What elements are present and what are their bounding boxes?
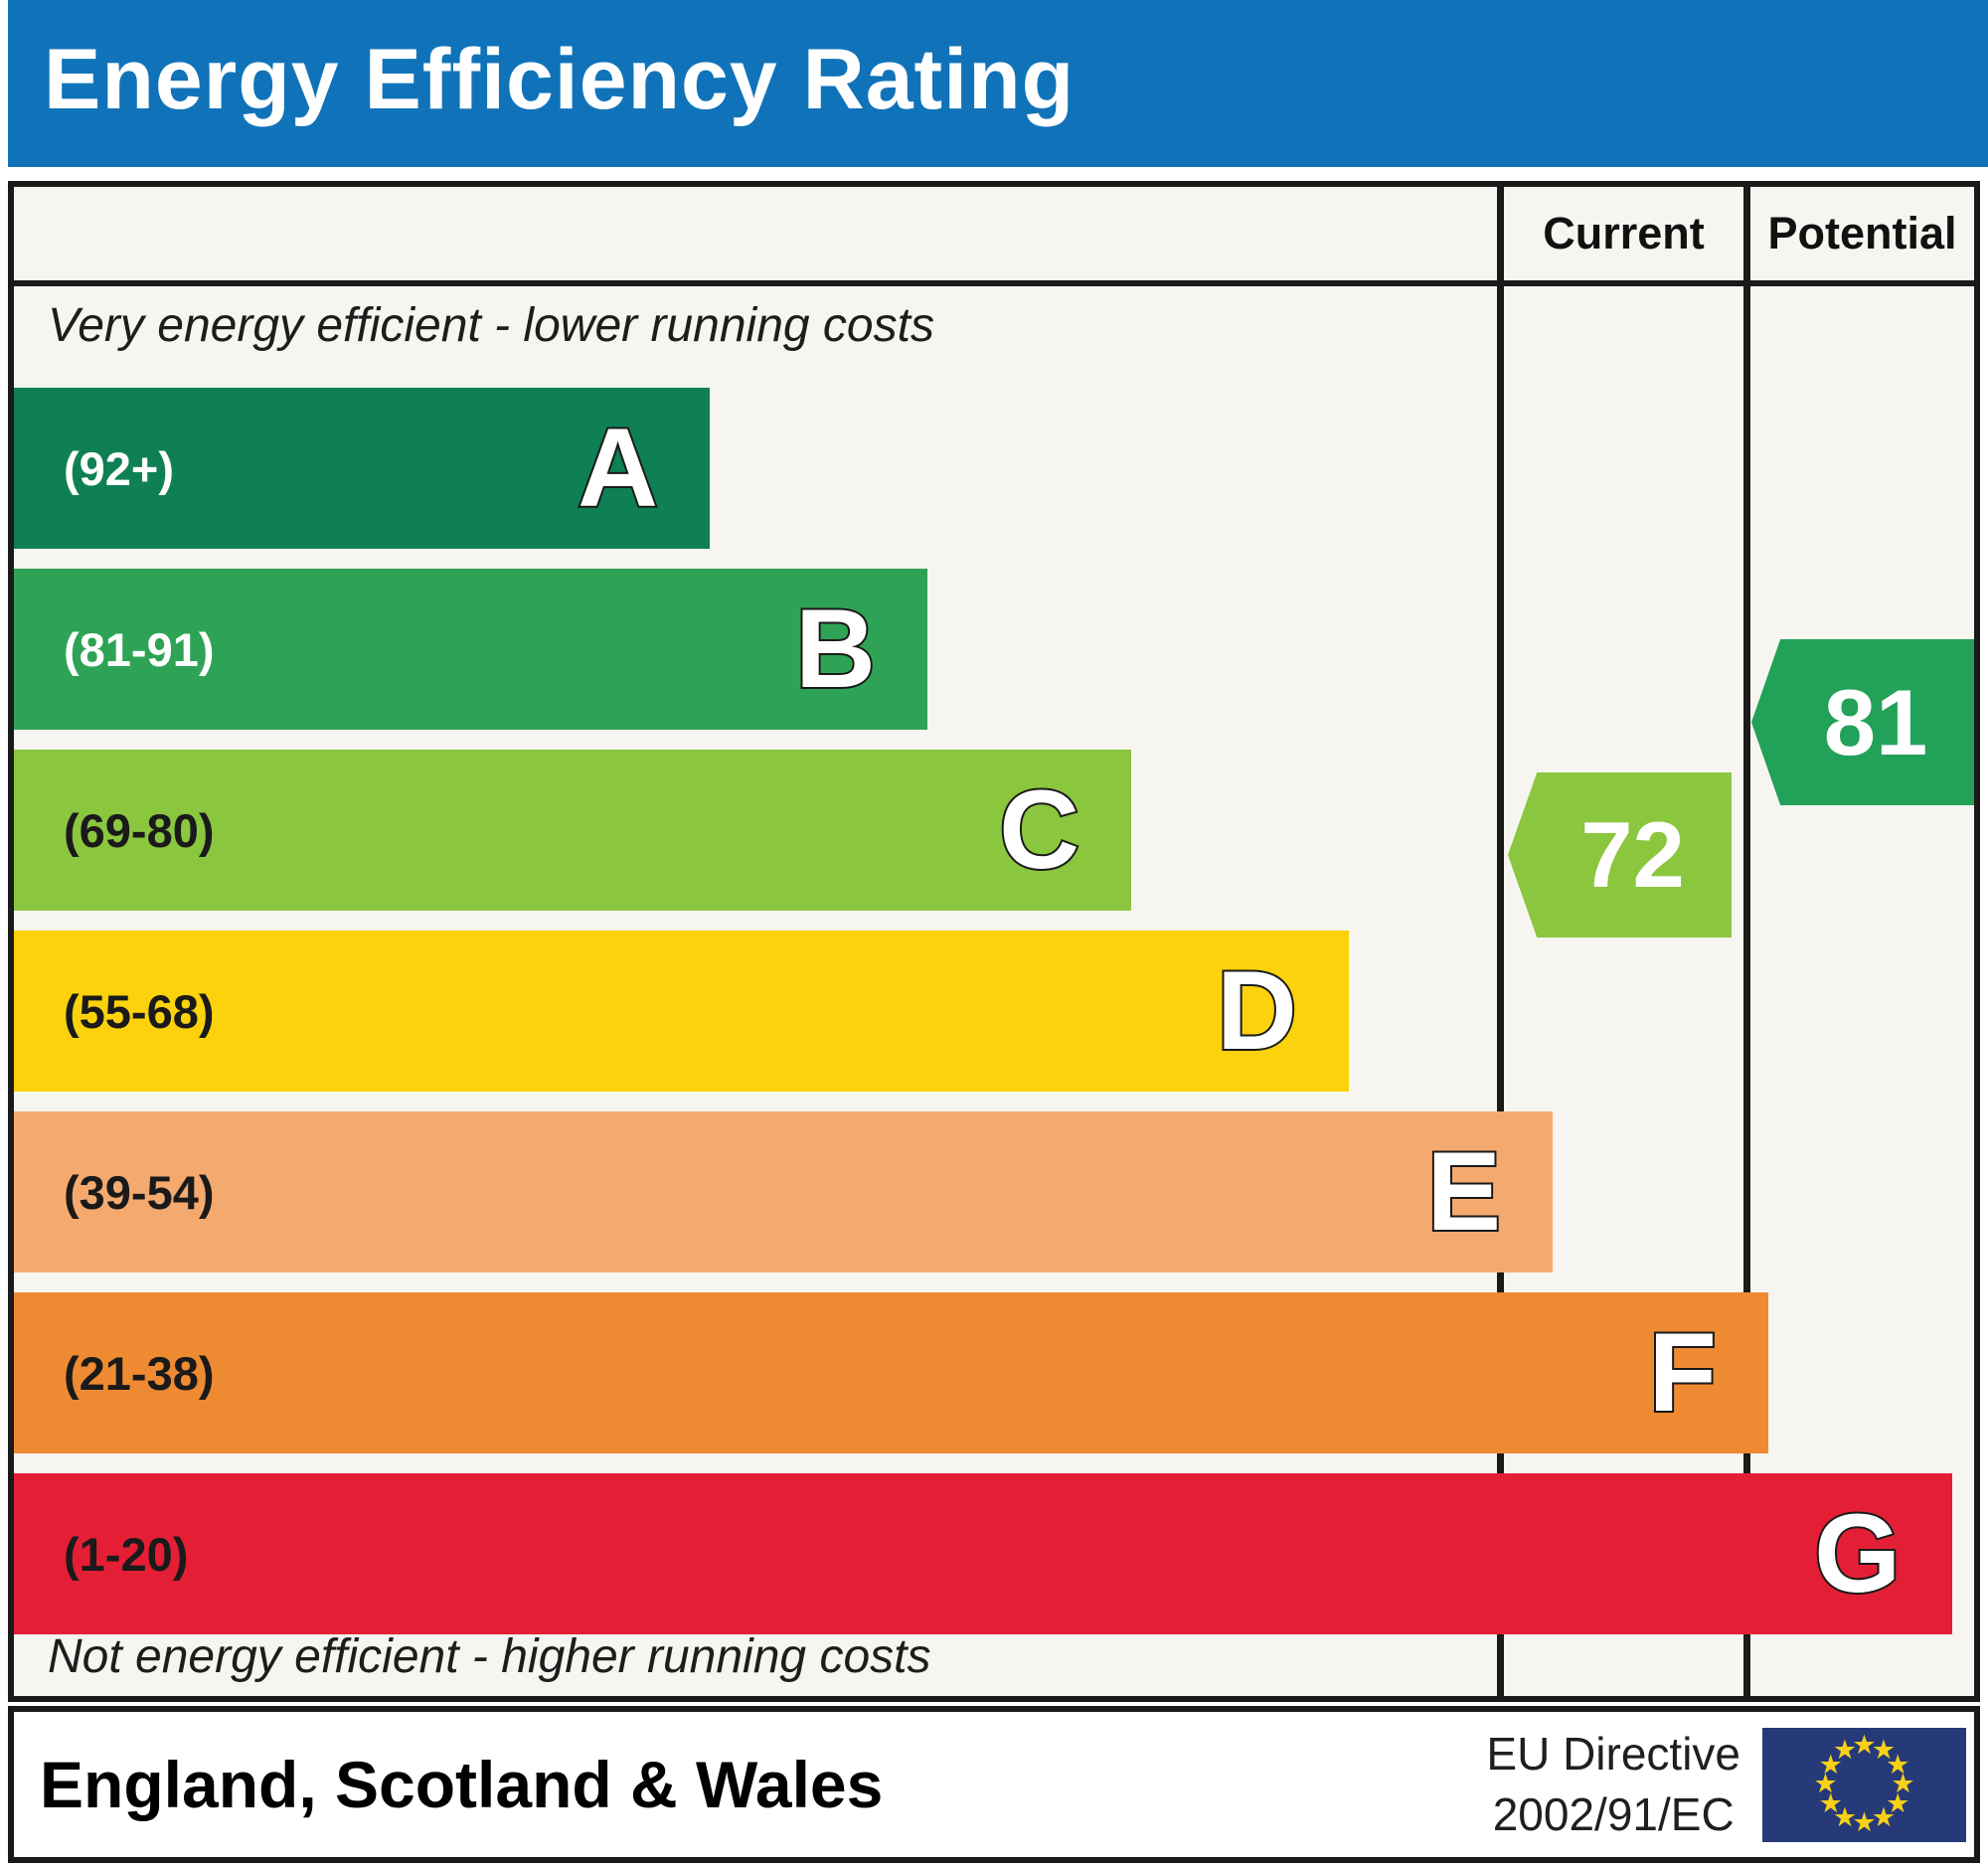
band-f-letter: F	[1647, 1310, 1719, 1435]
band-b-letter: B	[793, 587, 878, 711]
band-c-letter: C	[997, 767, 1081, 892]
eu-flag-star: ★	[1852, 1730, 1877, 1760]
band-e: (39-54) E	[14, 1111, 1554, 1273]
eu-flag-star: ★	[1871, 1801, 1897, 1832]
potential-rating-value: 81	[1823, 669, 1928, 774]
band-a-range: (92+)	[64, 441, 175, 495]
eu-directive-line1: EU Directive	[1486, 1728, 1740, 1781]
eu-flag: ★ ★ ★ ★ ★ ★ ★ ★ ★ ★ ★ ★	[1762, 1727, 1966, 1842]
eu-flag-star: ★	[1852, 1807, 1877, 1837]
current-rating-value: 72	[1580, 802, 1685, 907]
band-a: (92+) A	[14, 388, 711, 549]
footer: England, Scotland & Wales EU Directive 2…	[8, 1706, 1980, 1863]
band-g-letter: G	[1812, 1491, 1903, 1615]
band-f: (21-38) F	[14, 1292, 1768, 1453]
band-g-range: (1-20)	[64, 1527, 189, 1581]
bottom-caption: Not energy efficient - higher running co…	[48, 1630, 931, 1683]
region-label: England, Scotland & Wales	[40, 1748, 884, 1821]
eu-flag-star: ★	[1891, 1769, 1915, 1798]
eu-flag-star: ★	[1886, 1749, 1910, 1780]
band-d-range: (55-68)	[64, 984, 215, 1038]
current-column-header: Current	[1543, 208, 1705, 258]
eu-flag-star: ★	[1818, 1749, 1843, 1780]
eu-flag-star: ★	[1871, 1735, 1897, 1766]
footer-right: EU Directive 2002/91/EC ★ ★ ★ ★ ★ ★ ★ ★ ★ ★ ★ ★	[1486, 1724, 1974, 1844]
title-bar: Energy Efficiency Rating	[8, 0, 1988, 167]
band-d: (55-68) D	[14, 931, 1349, 1092]
band-e-letter: E	[1424, 1129, 1503, 1254]
top-caption: Very energy efficient - lower running co…	[48, 299, 934, 352]
band-c-range: (69-80)	[64, 803, 215, 857]
band-f-range: (21-38)	[64, 1346, 215, 1400]
eu-directive-line2: 2002/91/EC	[1492, 1788, 1735, 1840]
energy-rating-table: Current Potential Very energy efficient …	[8, 181, 1980, 1702]
band-e-range: (39-54)	[64, 1165, 215, 1219]
eu-directive-label: EU Directive 2002/91/EC	[1486, 1724, 1740, 1844]
potential-rating-badge: 81	[1751, 639, 1974, 805]
eu-flag-star: ★	[1813, 1769, 1838, 1798]
header-divider	[14, 280, 1974, 286]
page-title: Energy Efficiency Rating	[44, 32, 1076, 127]
potential-column-divider	[1743, 187, 1750, 1696]
band-d-letter: D	[1215, 948, 1299, 1073]
band-g: (1-20) G	[14, 1473, 1953, 1634]
current-column-divider	[1497, 187, 1504, 1696]
eu-flag-star: ★	[1832, 1801, 1858, 1832]
band-a-letter: A	[576, 406, 660, 530]
band-c: (69-80) C	[14, 750, 1132, 911]
eu-flag-star: ★	[1886, 1787, 1910, 1818]
eu-flag-star: ★	[1818, 1787, 1843, 1818]
band-b: (81-91) B	[14, 569, 927, 730]
band-b-range: (81-91)	[64, 622, 215, 676]
potential-column-header: Potential	[1767, 208, 1957, 258]
current-rating-badge: 72	[1508, 772, 1732, 937]
eu-flag-star: ★	[1832, 1735, 1858, 1766]
